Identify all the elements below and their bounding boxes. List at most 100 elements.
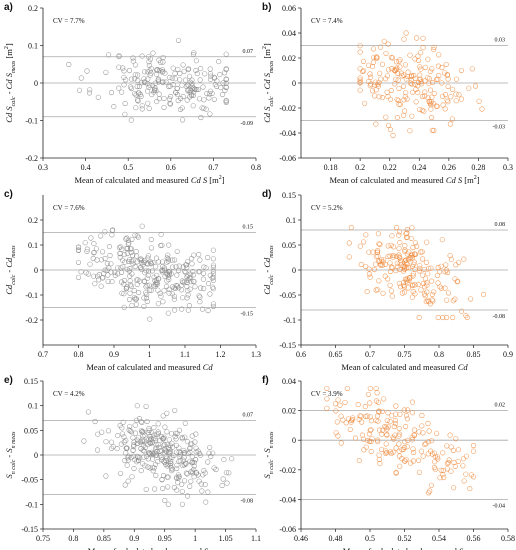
data-point [368, 448, 374, 455]
data-point [131, 287, 137, 294]
data-point [210, 303, 216, 309]
data-point [183, 83, 189, 89]
y-tick-label: 0.1 [28, 42, 38, 51]
y-axis-label-var: Cd [4, 284, 14, 295]
data-point [118, 441, 124, 447]
data-point [95, 94, 101, 100]
data-point [171, 296, 177, 302]
data-point [394, 96, 400, 102]
data-point [207, 291, 213, 297]
data-point [375, 439, 381, 445]
data-point [201, 264, 207, 270]
data-point [210, 286, 216, 292]
data-point [179, 105, 185, 111]
data-point [118, 470, 124, 476]
data-point [385, 67, 392, 73]
data-point [122, 111, 128, 117]
data-point [476, 98, 482, 104]
data-point [150, 456, 156, 462]
data-point [397, 411, 403, 417]
data-point [388, 288, 395, 294]
data-point [187, 94, 193, 100]
data-point [98, 283, 104, 289]
data-point [379, 408, 385, 414]
data-point [144, 291, 150, 297]
data-point [114, 446, 120, 452]
data-point [334, 419, 340, 425]
data-point [223, 85, 229, 91]
data-point [173, 430, 179, 436]
data-point [392, 418, 398, 424]
data-point [127, 84, 134, 90]
y-tick-label: -0.02 [279, 466, 296, 475]
data-point [147, 465, 153, 471]
data-point [154, 431, 160, 437]
data-point [151, 465, 157, 471]
lower-limit-label: -0.04 [493, 503, 506, 509]
data-point [378, 262, 384, 268]
data-point [121, 74, 127, 80]
data-point [396, 245, 402, 251]
data-point [146, 84, 152, 90]
data-point [437, 284, 443, 290]
data-point [134, 459, 140, 465]
data-point [356, 458, 362, 464]
data-point [171, 293, 177, 299]
data-point [456, 259, 462, 265]
data-point [338, 440, 344, 446]
upper-limit-label: 0.03 [495, 38, 506, 44]
data-point [397, 102, 403, 108]
data-point [136, 83, 143, 90]
data-point [141, 429, 147, 435]
y-axis-label-minus: - [4, 89, 14, 96]
data-point [220, 476, 226, 482]
data-point [102, 267, 108, 273]
data-point [111, 104, 117, 110]
data-point [115, 271, 121, 277]
data-point [132, 422, 138, 428]
data-point [332, 401, 338, 407]
data-point [468, 472, 475, 478]
data-point [363, 263, 369, 269]
data-point [174, 85, 180, 91]
panel-letter: a) [4, 2, 13, 13]
data-point [134, 437, 140, 443]
data-point [164, 259, 170, 265]
data-point [131, 444, 137, 450]
data-point [124, 445, 130, 451]
data-point [429, 80, 435, 86]
data-point [165, 484, 171, 490]
data-point [421, 108, 427, 114]
data-point [120, 264, 126, 270]
y-axis-label-var: S [262, 448, 272, 453]
data-point [176, 267, 182, 274]
data-point [185, 67, 191, 73]
data-point [409, 255, 415, 261]
data-point [136, 289, 142, 296]
data-point [197, 257, 203, 263]
data-point [411, 427, 418, 433]
data-point [401, 112, 407, 118]
x-tick-label: 0.46 [294, 534, 308, 543]
data-point [403, 260, 409, 266]
data-point [410, 271, 416, 277]
data-point [389, 233, 395, 239]
data-point [175, 97, 181, 104]
data-point [470, 448, 477, 454]
data-point [422, 276, 428, 282]
data-point [416, 469, 422, 475]
data-point [147, 68, 153, 74]
data-point [146, 439, 152, 445]
data-point [130, 252, 136, 259]
data-point [169, 257, 175, 263]
data-point [414, 243, 420, 249]
data-point [403, 90, 409, 96]
data-point [109, 232, 115, 238]
data-point [155, 287, 161, 293]
data-point [375, 249, 381, 255]
data-point [445, 290, 452, 296]
data-point [441, 474, 447, 481]
data-point [403, 413, 410, 419]
data-point [442, 269, 448, 275]
data-point [133, 296, 139, 302]
